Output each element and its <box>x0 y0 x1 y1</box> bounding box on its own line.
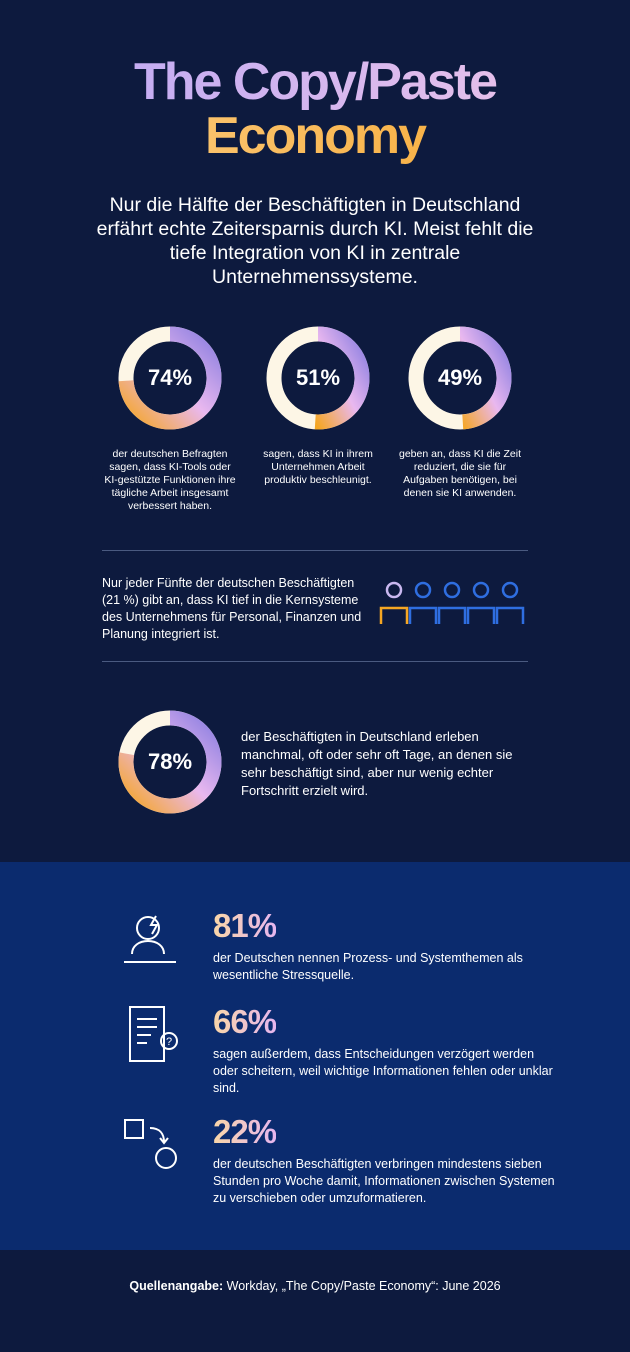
donut-label: 74% <box>148 365 192 390</box>
progress-text: der Beschäftigten in Deutschland erleben… <box>241 729 513 798</box>
stat-value: 66% <box>213 1003 277 1040</box>
donut-arc <box>118 326 222 430</box>
source: Quellenangabe: Workday, „The Copy/Paste … <box>0 1279 630 1293</box>
title-line2: Economy <box>0 106 630 166</box>
transfer-icon <box>124 1119 177 1169</box>
document-icon: ? <box>129 1006 178 1062</box>
donut-label: 51% <box>296 365 340 390</box>
donut: 74% <box>118 326 222 430</box>
integration-text: Nur jeder Fünfte der deutschen Beschäfti… <box>102 576 362 641</box>
donut-text: sagen, dass KI in ihrem Unternehmen Arbe… <box>263 448 373 486</box>
stat-value: 81% <box>213 907 277 944</box>
stat-text: der deutschen Beschäftigten verbringen m… <box>213 1157 555 1205</box>
divider <box>102 550 528 551</box>
donut: 51% <box>266 326 370 430</box>
source-text: Workday, „The Copy/Paste Economy“: June … <box>226 1279 501 1293</box>
donut-text: der deutschen Befragten sagen, dass KI-T… <box>104 448 236 512</box>
title-line1: The Copy/Paste <box>0 52 630 112</box>
stat-text: der Deutschen nennen Prozess- und System… <box>213 951 523 982</box>
source-label: Quellenangabe: <box>129 1279 224 1293</box>
intro: Nur die Hälfte der Beschäftigten in Deut… <box>96 194 534 288</box>
stress-icon <box>124 915 176 963</box>
donut-arc <box>459 326 512 430</box>
stat-text: sagen außerdem, dass Entscheidungen verz… <box>213 1047 553 1095</box>
donut-text: geben an, dass KI die Zeit reduziert, di… <box>399 448 521 499</box>
stat-value: 22% <box>213 1113 277 1150</box>
svg-text:?: ? <box>166 1036 172 1048</box>
divider <box>102 661 528 662</box>
people-icon <box>379 581 525 624</box>
donut-label: 78% <box>148 749 192 774</box>
donut: 49% <box>408 326 512 430</box>
donut-arc <box>118 710 222 814</box>
stress-band <box>0 862 630 1250</box>
donut-arc <box>314 326 370 430</box>
donut: 78% <box>118 710 222 814</box>
donut-label: 49% <box>438 365 482 390</box>
